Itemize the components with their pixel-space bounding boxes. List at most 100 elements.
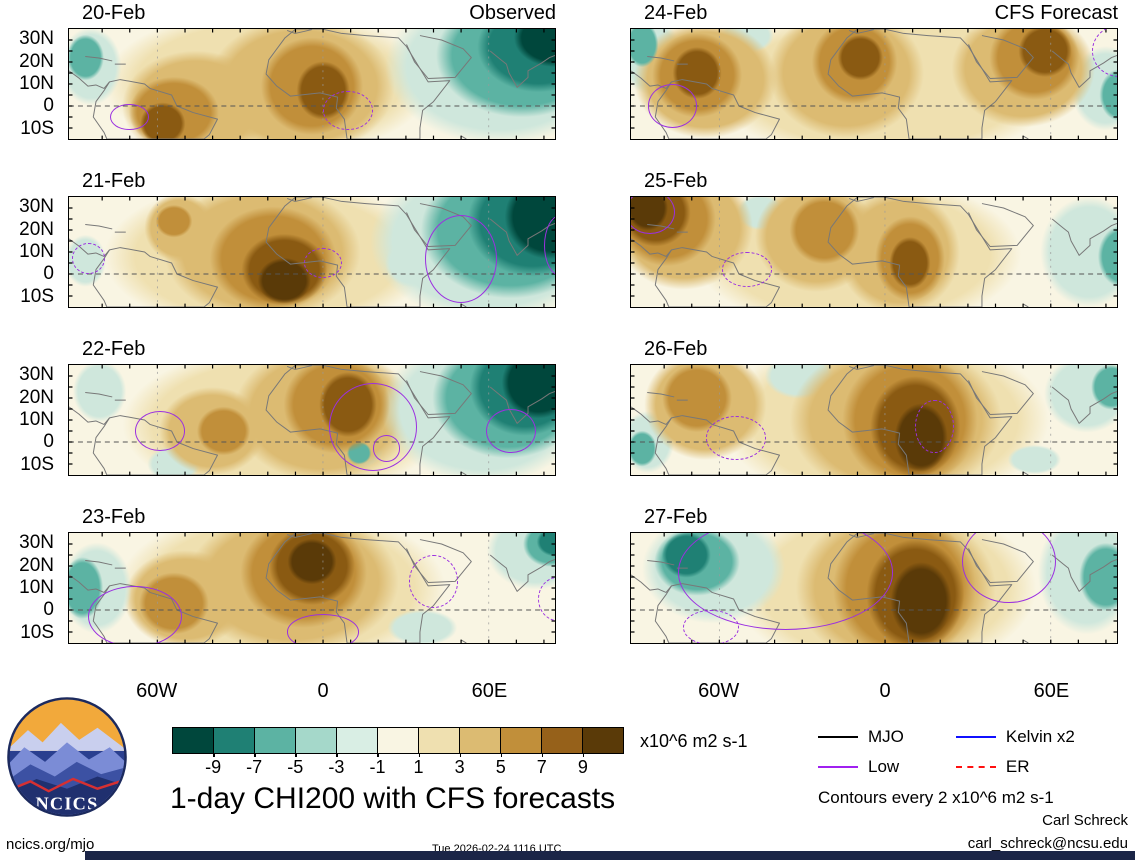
colorbar-tick-labels: -9 -7 -5 -3 -1 1 3 5 7 9 <box>172 753 624 779</box>
panel-row: 23-Feb 30N 20N 10N 0 10S <box>19 506 556 674</box>
x-tick-label: 60E <box>471 680 508 702</box>
author-email: carl_schreck@ncsu.edu <box>967 835 1128 852</box>
colorbar-cell <box>337 728 378 753</box>
coastline-overlay <box>631 197 1117 307</box>
er-line-sample <box>955 766 996 768</box>
column-heading-observed: Observed <box>469 2 556 24</box>
panel-row: 26-Feb <box>630 338 1118 506</box>
y-tick-label: 10S <box>20 117 54 139</box>
colorbar-cell <box>173 728 214 753</box>
x-tick-label: 0 <box>879 680 891 702</box>
colorbar-units: x10^6 m2 s-1 <box>640 731 748 751</box>
wave-contour <box>722 252 772 288</box>
wave-contour <box>915 400 955 453</box>
colorbar-tick-label: -1 <box>369 753 386 777</box>
y-axis-labels: 30N 20N 10N 0 10S <box>4 532 60 644</box>
colorbar-tick-label: -9 <box>205 753 222 777</box>
panel-row: 21-Feb 30N 20N 10N 0 10S <box>19 170 556 338</box>
y-tick-label: 20N <box>19 554 54 576</box>
y-tick-label: 20N <box>19 386 54 408</box>
panel-row: 25-Feb <box>630 170 1118 338</box>
colorbar-tick-label: 1 <box>413 753 424 777</box>
y-tick-label: 30N <box>19 532 54 554</box>
panel-date: 24-Feb <box>644 2 708 24</box>
panel-date: 26-Feb <box>644 338 708 360</box>
panel-row: 20-Feb Observed 30N 20N 10N 0 10S <box>19 2 556 170</box>
panel-date: 25-Feb <box>644 170 708 192</box>
y-tick-label: 10N <box>19 409 54 430</box>
y-tick-label: 30N <box>19 364 54 386</box>
map-panel <box>68 364 556 476</box>
logo-mountains-far <box>9 722 125 751</box>
figure-title: 1-day CHI200 with CFS forecasts <box>170 782 616 815</box>
wave-contour <box>683 610 739 643</box>
legend-item: Low <box>818 752 904 782</box>
colorbar-tick-label: 5 <box>495 753 506 777</box>
map-panel <box>630 28 1118 140</box>
legend-item: MJO <box>818 722 904 752</box>
panel-date: 21-Feb <box>82 170 146 192</box>
ncics-logo: NCICS <box>6 696 128 818</box>
colorbar-cell <box>378 728 419 753</box>
bottom-bar <box>85 851 1135 860</box>
colorbar-cell <box>419 728 460 753</box>
wave-contour <box>425 214 497 303</box>
colorbar-cell <box>583 728 623 753</box>
colorbar-cell <box>501 728 542 753</box>
colorbar-cell <box>214 728 255 753</box>
wave-contour <box>287 614 359 643</box>
coastline-overlay <box>631 29 1117 139</box>
panel-date: 23-Feb <box>82 506 146 528</box>
y-tick-label: 20N <box>19 218 54 240</box>
logo-red-line <box>9 777 125 793</box>
wave-contour <box>647 84 698 128</box>
x-tick-label: 0 <box>317 680 329 702</box>
y-tick-label: 30N <box>19 196 54 218</box>
x-tick-label: 60W <box>698 680 740 702</box>
column-heading-forecast: CFS Forecast <box>994 2 1118 24</box>
map-panel <box>68 28 556 140</box>
observed-column: 20-Feb Observed 30N 20N 10N 0 10S 21-Feb 30N… <box>19 2 556 704</box>
panel-date: 20-Feb <box>82 2 146 24</box>
colorbar-tick-label: -5 <box>287 753 304 777</box>
colorbar-cell <box>255 728 296 753</box>
panel-date: 27-Feb <box>644 506 708 528</box>
mjo-line-sample <box>818 736 858 738</box>
y-tick-label: 0 <box>43 263 54 285</box>
author-name: Carl Schreck <box>1042 812 1128 829</box>
y-axis-labels: 30N 20N 10N 0 10S <box>4 196 60 308</box>
low-line-sample <box>818 766 858 768</box>
x-axis-labels: 60W 0 60E <box>68 674 556 704</box>
wave-legend: MJO Low Kelvin x2 ER <box>818 722 1075 782</box>
forecast-column: 24-Feb CFS Forecast 25-Feb 26-Feb 27-Feb… <box>630 2 1118 704</box>
panel-row: 27-Feb <box>630 506 1118 674</box>
colorbar-cell <box>296 728 337 753</box>
wave-contour <box>485 409 536 453</box>
y-tick-label: 10S <box>20 453 54 475</box>
map-panel <box>68 196 556 308</box>
y-tick-label: 10N <box>19 577 54 598</box>
legend-label: Low <box>868 757 900 776</box>
colorbar-tick-label: 7 <box>536 753 547 777</box>
panel-row: 22-Feb 30N 20N 10N 0 10S <box>19 338 556 506</box>
wave-contour <box>408 555 459 608</box>
logo-text: NCICS <box>35 793 98 813</box>
y-tick-label: 10S <box>20 285 54 307</box>
wave-contour <box>705 415 767 460</box>
y-tick-label: 20N <box>19 50 54 72</box>
site-link: ncics.org/mjo <box>6 836 95 853</box>
map-panel <box>630 364 1118 476</box>
y-tick-label: 0 <box>43 599 54 621</box>
y-tick-label: 10N <box>19 241 54 262</box>
y-tick-label: 10N <box>19 73 54 94</box>
legend-label: Kelvin x2 <box>1005 727 1075 746</box>
map-panel <box>630 196 1118 308</box>
wave-contour <box>110 103 150 131</box>
y-tick-label: 0 <box>43 95 54 117</box>
wave-contour <box>71 243 105 274</box>
wave-contour <box>328 382 417 471</box>
wave-contour <box>135 411 185 451</box>
colorbar <box>172 727 624 754</box>
y-tick-label: 30N <box>19 28 54 50</box>
map-panel <box>630 532 1118 644</box>
